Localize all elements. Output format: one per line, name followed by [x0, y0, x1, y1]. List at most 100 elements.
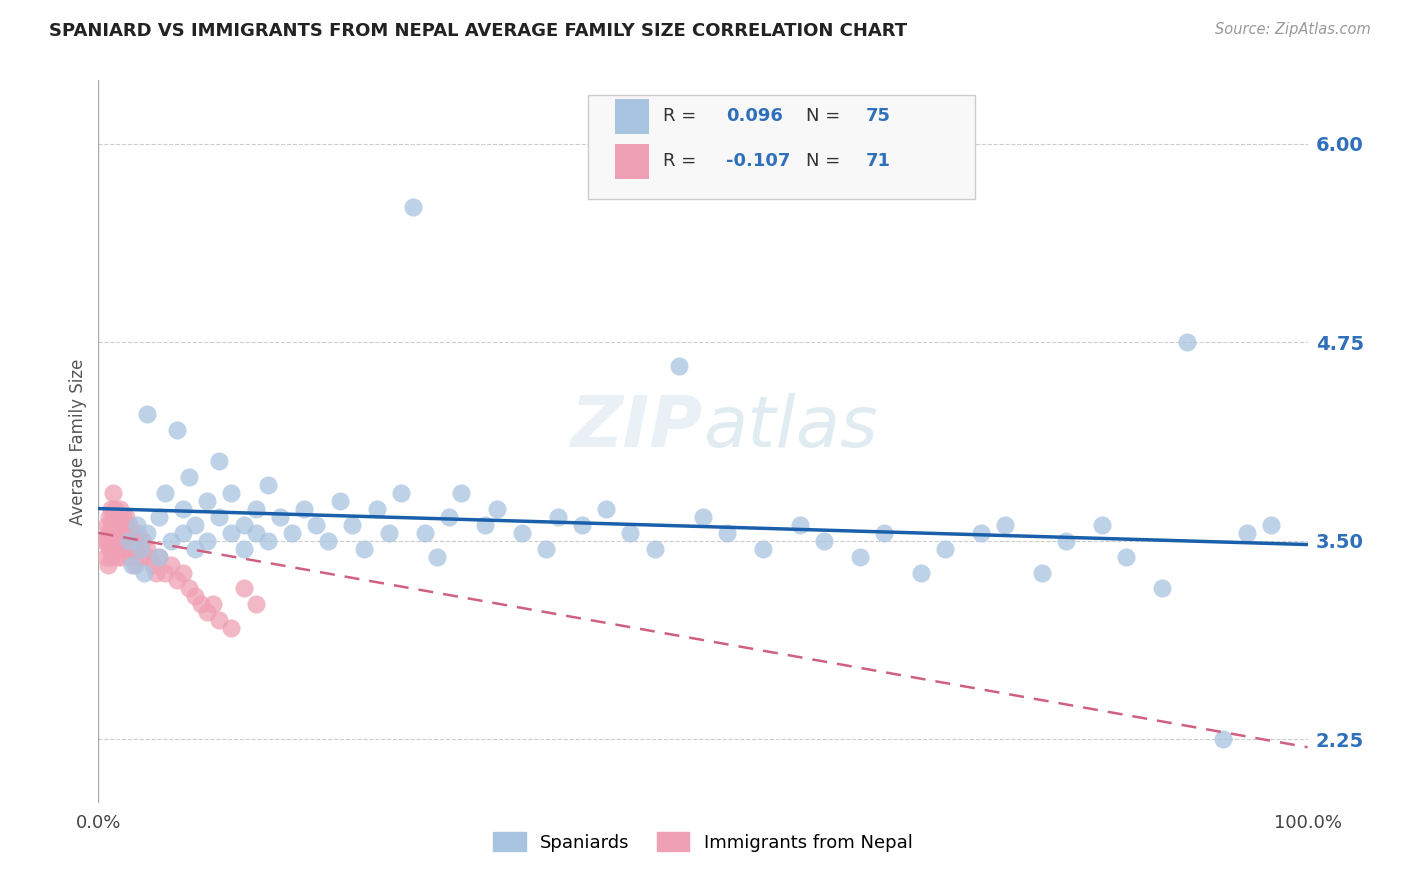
Point [1175, 335, 1198, 350]
Point [129, 541, 152, 556]
Legend: Spaniards, Immigrants from Nepal: Spaniards, Immigrants from Nepal [486, 825, 920, 859]
Point [208, 510, 231, 524]
Point [245, 597, 267, 611]
Text: 75: 75 [866, 107, 891, 125]
Point [245, 525, 267, 540]
FancyBboxPatch shape [588, 95, 976, 200]
Point [104, 517, 127, 532]
Point [153, 566, 176, 580]
Point [96, 533, 118, 548]
Point [668, 359, 690, 373]
Point [104, 502, 127, 516]
Point [426, 549, 449, 564]
Point [1236, 525, 1258, 540]
Text: -0.107: -0.107 [725, 153, 790, 170]
Point [510, 525, 533, 540]
Point [108, 541, 131, 556]
Point [910, 566, 932, 580]
Point [100, 502, 122, 516]
Point [127, 541, 149, 556]
Point [195, 605, 218, 619]
Point [269, 510, 291, 524]
Text: atlas: atlas [703, 392, 877, 461]
Point [100, 541, 122, 556]
Point [644, 541, 666, 556]
Point [101, 510, 124, 524]
Point [221, 525, 243, 540]
Text: 71: 71 [866, 153, 891, 170]
Point [135, 407, 157, 421]
Point [118, 517, 141, 532]
Point [202, 597, 225, 611]
Point [105, 549, 128, 564]
Point [1115, 549, 1137, 564]
Point [245, 502, 267, 516]
Point [135, 541, 157, 556]
Point [97, 525, 120, 540]
Point [342, 517, 364, 532]
Point [138, 549, 160, 564]
Point [232, 582, 254, 596]
Point [120, 541, 142, 556]
Bar [614, 144, 648, 178]
Point [595, 502, 617, 516]
Point [994, 517, 1017, 532]
Point [377, 525, 399, 540]
Point [153, 486, 176, 500]
Point [105, 533, 128, 548]
Point [366, 502, 388, 516]
Point [117, 541, 139, 556]
Point [692, 510, 714, 524]
Y-axis label: Average Family Size: Average Family Size [69, 359, 87, 524]
Text: N =: N = [806, 107, 846, 125]
Point [873, 525, 896, 540]
Point [120, 525, 142, 540]
Point [160, 558, 183, 572]
Point [571, 517, 593, 532]
Point [813, 533, 835, 548]
Point [1260, 517, 1282, 532]
Point [118, 533, 141, 548]
Text: R =: R = [664, 153, 702, 170]
Point [118, 533, 141, 548]
Point [103, 541, 125, 556]
Point [402, 200, 425, 214]
Point [97, 558, 120, 572]
Point [145, 566, 167, 580]
Point [256, 533, 278, 548]
Point [121, 533, 143, 548]
Point [94, 549, 117, 564]
Point [547, 510, 569, 524]
Point [93, 533, 115, 548]
Point [1031, 566, 1053, 580]
Point [127, 525, 149, 540]
Point [96, 517, 118, 532]
Point [98, 510, 121, 524]
Text: ZIP: ZIP [571, 392, 703, 461]
Point [437, 510, 460, 524]
Point [329, 494, 352, 508]
Point [111, 525, 134, 540]
Point [281, 525, 304, 540]
Point [172, 525, 194, 540]
Point [114, 525, 136, 540]
Point [166, 574, 188, 588]
Point [148, 510, 170, 524]
Point [184, 517, 207, 532]
Point [107, 510, 129, 524]
Point [112, 533, 135, 548]
Point [148, 549, 170, 564]
Point [107, 525, 129, 540]
Point [100, 533, 122, 548]
Point [110, 533, 132, 548]
Point [166, 423, 188, 437]
Point [108, 525, 131, 540]
Text: Source: ZipAtlas.com: Source: ZipAtlas.com [1215, 22, 1371, 37]
Text: 0.096: 0.096 [725, 107, 783, 125]
Point [1054, 533, 1077, 548]
Point [184, 590, 207, 604]
Point [114, 517, 136, 532]
Point [221, 621, 243, 635]
Point [789, 517, 811, 532]
Point [105, 517, 128, 532]
